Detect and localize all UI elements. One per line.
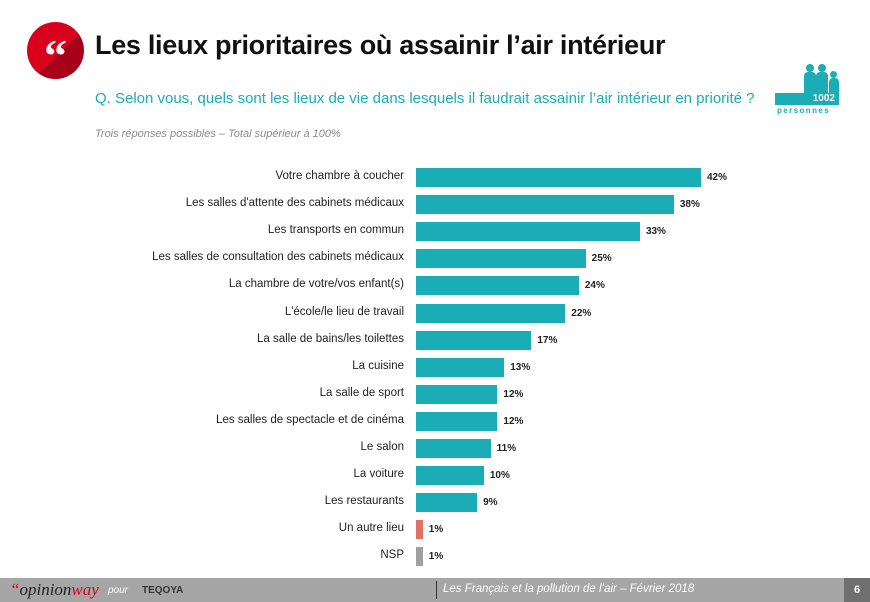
category-label: La salle de bains/les toilettes	[256, 332, 404, 345]
bar	[416, 520, 423, 540]
value-label: 17%	[537, 334, 558, 346]
footer-divider	[436, 581, 437, 599]
category-label: NSP	[380, 549, 404, 562]
page-title: Les lieux prioritaires où assainir l’air…	[95, 30, 666, 60]
question-note: Trois réponses possibles – Total supérie…	[95, 128, 341, 140]
category-label: Un autre lieu	[338, 522, 404, 535]
sample-label: personnes	[777, 106, 831, 115]
bar	[416, 303, 566, 323]
category-label: La cuisine	[352, 359, 404, 372]
value-label: 10%	[489, 470, 510, 482]
value-label: 1%	[428, 524, 444, 536]
bar	[416, 357, 505, 377]
question-text: Q. Selon vous, quels sont les lieux de v…	[95, 90, 755, 107]
sample-count: 1002	[775, 93, 839, 105]
bar	[416, 547, 423, 567]
bar	[416, 249, 586, 269]
pour-text: pour	[108, 585, 129, 596]
page-number: 6	[844, 578, 870, 602]
category-label: Les salles de spectacle et de cinéma	[216, 413, 404, 426]
category-label: La chambre de votre/vos enfant(s)	[228, 278, 404, 291]
teqoya-logo: TEQOYA	[142, 585, 184, 596]
bar	[416, 466, 484, 486]
footer: “opinionway pour TEQOYA Les Français et …	[0, 578, 870, 602]
bar	[416, 195, 674, 215]
bar-chart: Votre chambre à coucher 42% Les salles d'a…	[0, 160, 780, 580]
opinionway-logo: “opinionway	[10, 580, 99, 599]
category-label: Les restaurants	[324, 495, 404, 508]
category-label: La salle de sport	[319, 386, 404, 399]
bar	[416, 330, 532, 350]
value-label: 1%	[428, 551, 444, 563]
value-label: 24%	[584, 280, 605, 292]
value-label: 12%	[503, 415, 524, 427]
bar	[416, 411, 498, 431]
footer-subtitle: Les Français et la pollution de l’air – …	[443, 583, 695, 595]
category-label: Les transports en commun	[267, 224, 404, 237]
bar	[416, 222, 640, 242]
value-label: 25%	[591, 253, 612, 265]
bar	[416, 168, 701, 187]
value-label: 42%	[707, 172, 728, 183]
value-label: 9%	[483, 497, 498, 509]
value-label: 12%	[503, 388, 524, 400]
category-label: Les salles de consultation des cabinets …	[152, 251, 404, 264]
category-label: La voiture	[353, 468, 404, 481]
value-label: 22%	[571, 307, 592, 319]
bar	[416, 439, 491, 458]
bar	[416, 493, 478, 513]
quote-icon: “	[27, 22, 84, 81]
category-label: L'école/le lieu de travail	[284, 305, 404, 318]
category-label: Les salles d'attente des cabinets médica…	[185, 197, 404, 210]
sample-size-badge: 1002 personnes	[775, 64, 845, 116]
value-label: 38%	[679, 199, 700, 211]
value-label: 11%	[496, 443, 517, 454]
category-label: Votre chambre à coucher	[275, 170, 405, 182]
value-label: 33%	[645, 226, 666, 238]
value-label: 13%	[510, 361, 531, 373]
bar	[416, 384, 498, 404]
category-label: Le salon	[360, 441, 404, 453]
bar	[416, 276, 579, 296]
